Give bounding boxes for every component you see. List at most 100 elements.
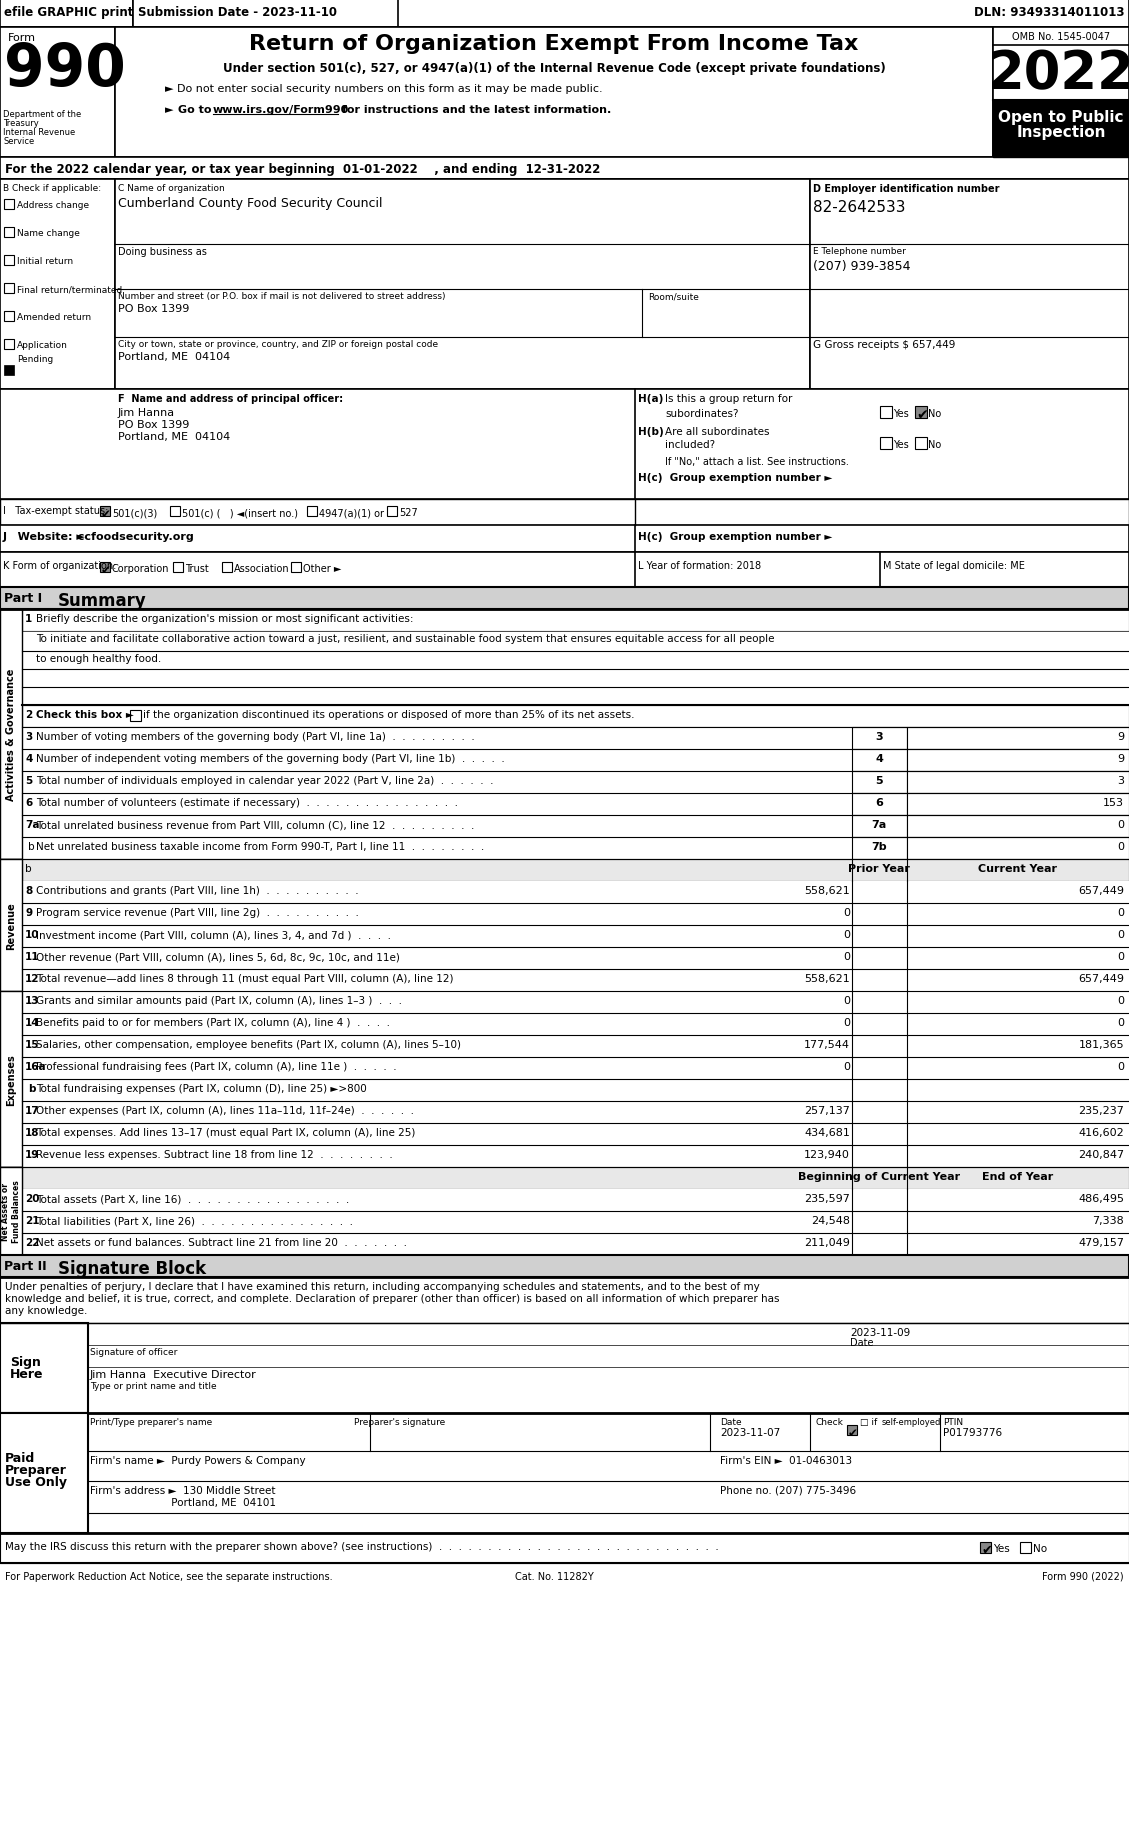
Bar [21,926,1129,948]
Text: 7a: 7a [25,820,40,829]
Bar [852,816,907,838]
Text: Total assets (Part X, line 16)  .  .  .  .  .  .  .  .  .  .  .  .  .  .  .  .  : Total assets (Part X, line 16) . . . . .… [36,1193,349,1204]
Text: 21: 21 [25,1215,40,1226]
Text: Program service revenue (Part VIII, line 2g)  .  .  .  .  .  .  .  .  .  .: Program service revenue (Part VIII, line… [36,908,359,917]
Bar [994,101,1129,157]
Bar [907,772,1129,794]
Bar [0,390,1129,500]
Text: Number of voting members of the governing body (Part VI, line 1a)  .  .  .  .  .: Number of voting members of the governin… [36,732,475,741]
Text: ► Do not enter social security numbers on this form as it may be made public.: ► Do not enter social security numbers o… [165,84,603,93]
Text: 5: 5 [25,776,33,785]
Text: Investment income (Part VIII, column (A), lines 3, 4, and 7d )  .  .  .  .: Investment income (Part VIII, column (A)… [36,930,391,939]
Text: Revenue less expenses. Subtract line 18 from line 12  .  .  .  .  .  .  .  .: Revenue less expenses. Subtract line 18 … [36,1149,393,1160]
Text: Go to: Go to [178,104,216,115]
Text: Portland, ME  04101: Portland, ME 04101 [90,1497,275,1508]
Text: ✔: ✔ [981,1543,992,1556]
Text: 0: 0 [843,930,850,939]
Text: 16a: 16a [25,1061,46,1071]
Text: Jim Hanna: Jim Hanna [119,408,175,417]
Bar [852,750,907,772]
Text: 22: 22 [25,1237,40,1248]
Bar [5,199,14,210]
Text: Prior Year: Prior Year [848,864,910,873]
Bar [21,992,1129,1014]
Bar [21,860,1129,882]
Text: DLN: 93493314011013: DLN: 93493314011013 [974,5,1124,18]
Text: 0: 0 [843,952,850,961]
Text: Department of the: Department of the [3,110,81,119]
Text: 18: 18 [25,1127,40,1138]
Text: 9: 9 [1117,754,1124,763]
Bar [994,27,1129,157]
Text: Net assets or fund balances. Subtract line 21 from line 20  .  .  .  .  .  .  .: Net assets or fund balances. Subtract li… [36,1237,406,1248]
Text: Return of Organization Exempt From Income Tax: Return of Organization Exempt From Incom… [250,35,859,53]
Bar [88,1413,1129,1534]
Text: H(c)  Group exemption number ►: H(c) Group exemption number ► [638,472,832,483]
Bar [0,0,1129,27]
Bar [21,904,1129,926]
Text: Contributions and grants (Part VIII, line 1h)  .  .  .  .  .  .  .  .  .  .: Contributions and grants (Part VIII, lin… [36,886,359,895]
Text: For the 2022 calendar year, or tax year beginning  01-01-2022    , and ending  1: For the 2022 calendar year, or tax year … [5,163,601,176]
Text: For Paperwork Reduction Act Notice, see the separate instructions.: For Paperwork Reduction Act Notice, see … [5,1572,333,1581]
Text: 0: 0 [843,908,850,917]
Text: 7a: 7a [872,820,886,829]
Bar [21,670,1129,688]
Text: 20: 20 [25,1193,40,1204]
Bar [100,562,110,573]
Bar [21,948,1129,970]
Text: Other ►: Other ► [303,564,341,573]
Text: 0: 0 [1117,842,1124,851]
Text: 527: 527 [399,507,418,518]
Text: Total fundraising expenses (Part IX, column (D), line 25) ►>800: Total fundraising expenses (Part IX, col… [36,1083,367,1093]
Bar [879,437,892,450]
Text: 240,847: 240,847 [1078,1149,1124,1160]
Text: □ if: □ if [860,1416,877,1426]
Text: 177,544: 177,544 [804,1039,850,1049]
Text: www.irs.gov/Form990: www.irs.gov/Form990 [213,104,349,115]
Bar [21,1168,1129,1190]
Text: 2022: 2022 [988,48,1129,101]
Bar [0,1168,21,1255]
Text: 6: 6 [25,798,33,807]
Bar [852,728,907,750]
Bar [0,0,133,27]
Text: Net unrelated business taxable income from Form 990-T, Part I, line 11  .  .  . : Net unrelated business taxable income fr… [36,842,484,851]
Text: 657,449: 657,449 [1078,974,1124,983]
Text: K Form of organization:: K Form of organization: [3,560,116,571]
Text: 2: 2 [25,710,33,719]
Text: Form: Form [8,33,36,42]
Bar [0,1413,88,1534]
Text: J   Website: ►: J Website: ► [3,533,86,542]
Text: Sign: Sign [10,1356,41,1369]
Text: Under section 501(c), 527, or 4947(a)(1) of the Internal Revenue Code (except pr: Under section 501(c), 527, or 4947(a)(1)… [222,62,885,75]
Text: Submission Date - 2023-11-10: Submission Date - 2023-11-10 [138,5,336,18]
Bar [5,256,14,265]
Text: 0: 0 [1117,952,1124,961]
Text: End of Year: End of Year [982,1171,1053,1182]
Text: b: b [25,864,32,873]
Bar [21,706,1129,728]
Text: Yes: Yes [994,1543,1009,1554]
Bar [21,728,1129,750]
Text: Number and street (or P.O. box if mail is not delivered to street address): Number and street (or P.O. box if mail i… [119,291,446,300]
Text: 13: 13 [25,996,40,1005]
Text: Summary: Summary [58,591,147,609]
Text: ccfoodsecurity.org: ccfoodsecurity.org [70,533,194,542]
Bar [907,750,1129,772]
Text: any knowledge.: any knowledge. [5,1305,87,1316]
Bar [115,179,809,390]
Bar [0,179,115,390]
Text: PO Box 1399: PO Box 1399 [119,304,190,313]
Bar [21,688,1129,706]
Text: Treasury: Treasury [3,119,38,128]
Text: D Employer identification number: D Employer identification number [813,183,999,194]
Bar [1019,1543,1031,1554]
Text: 9: 9 [1117,732,1124,741]
Text: 0: 0 [843,1017,850,1027]
Text: Internal Revenue: Internal Revenue [3,128,76,137]
Bar [21,1014,1129,1036]
Text: No: No [928,408,942,419]
Text: PO Box 1399: PO Box 1399 [119,419,190,430]
Text: Inspection: Inspection [1016,124,1105,139]
Text: Total expenses. Add lines 13–17 (must equal Part IX, column (A), line 25): Total expenses. Add lines 13–17 (must eq… [36,1127,415,1138]
